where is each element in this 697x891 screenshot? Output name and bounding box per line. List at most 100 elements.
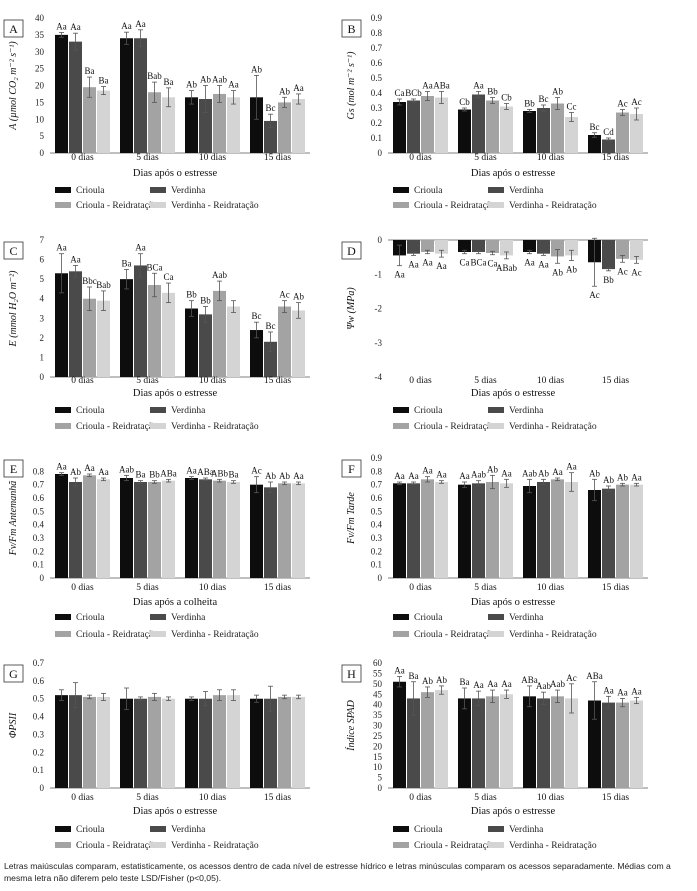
legend-label: Crioula - Reidratação [414, 630, 496, 640]
data-label: Aa [135, 19, 146, 29]
data-label: Bb [487, 87, 498, 97]
data-label: Bc [266, 321, 276, 331]
x-tick-label: 5 dias [136, 793, 159, 803]
bar [55, 695, 68, 788]
panel-letter-box [341, 664, 362, 683]
x-tick-label: 15 dias [602, 153, 629, 163]
data-label: Aab [212, 75, 227, 85]
panel-letter-box [341, 241, 362, 260]
y-tick-label: 0 [378, 235, 383, 245]
y-tick-label: 55 [373, 668, 383, 678]
data-label: Aa [603, 685, 614, 695]
legend-label: Crioula - Reidratação [76, 841, 158, 851]
x-tick-label: 10 dias [199, 583, 226, 593]
bar [435, 690, 448, 788]
y-tick-label: 0.2 [33, 747, 44, 757]
bar [199, 479, 212, 578]
x-axis-label: Dias após o estresse [133, 806, 218, 817]
legend-swatch [488, 614, 504, 620]
x-axis-label: Dias após o estresse [471, 597, 556, 608]
y-tick-label: 50 [373, 679, 383, 689]
bar [292, 696, 305, 788]
panel-letter: C [9, 244, 17, 258]
data-label: Ac [589, 290, 600, 300]
data-label: ABb [211, 468, 229, 478]
y-tick-label: 0.5 [33, 506, 45, 516]
legend-label: Verdinha [509, 406, 544, 416]
bar [565, 698, 578, 788]
bar [421, 240, 434, 252]
data-label: Aab [471, 470, 486, 480]
data-label: Ab [552, 267, 563, 277]
bar [500, 694, 513, 788]
data-label: Aa [121, 21, 132, 31]
y-tick-label: 35 [35, 30, 45, 40]
legend-swatch [150, 614, 166, 620]
x-tick-label: 15 dias [602, 793, 629, 803]
y-tick-label: 15 [35, 97, 45, 107]
bar [55, 273, 68, 377]
data-label: Ba [85, 66, 95, 76]
legend-swatch [488, 842, 504, 848]
legend-label: Verdinha - Reidratação [509, 841, 597, 851]
data-label: Aa [56, 462, 67, 472]
panel-F: F Fv/Fm Tarde 0 0.1 0.2 0.3 0.4 0.5 0.6 0.7 0.8 0.9… [341, 453, 648, 640]
bar [134, 482, 147, 578]
y-tick-label: 30 [373, 721, 383, 731]
bar [250, 330, 263, 377]
data-label: Ab [566, 265, 577, 275]
legend-label: Verdinha - Reidratação [171, 201, 259, 211]
bar [162, 292, 175, 377]
bar [630, 700, 643, 788]
data-label: Aa [98, 467, 109, 477]
data-label: Cb [501, 93, 512, 103]
legend-swatch [488, 826, 504, 832]
y-tick-label: 0 [40, 573, 45, 583]
y-tick-label: 40 [35, 13, 45, 23]
data-label: Ac [617, 266, 628, 276]
data-label: Bab [147, 71, 162, 81]
legend-swatch [393, 631, 409, 637]
bar [588, 135, 601, 153]
panel-E: E Fv/Fm Antemanhã 0 0.1 0.2 0.3 0.4 0.5 0.6 0.7 0.… [3, 459, 310, 640]
x-tick-label: 10 dias [537, 583, 564, 593]
bar [148, 696, 161, 788]
legend-swatch [55, 202, 71, 208]
panel-B: B Gs (mol m⁻² s⁻¹) 0 0.1 0.2 0.3 0.4 0.5 0.6 0.7 0… [341, 13, 648, 211]
bar [250, 97, 263, 153]
y-tick-label: 60 [373, 658, 383, 668]
x-tick-label: 5 dias [474, 376, 497, 386]
data-label: Ac [251, 466, 262, 476]
bar [421, 479, 434, 578]
y-tick-label: 0.3 [371, 533, 383, 543]
legend-label: Crioula - Reidratação [76, 201, 158, 211]
bar [407, 698, 420, 788]
y-tick-label: 0 [40, 783, 45, 793]
data-label: Ca [460, 258, 470, 268]
bar [97, 90, 110, 153]
data-label: Aa [631, 472, 642, 482]
legend-label: Crioula [76, 825, 105, 835]
bar [69, 271, 82, 377]
data-label: Aa [293, 83, 304, 93]
panel-letter-box [3, 241, 24, 260]
bar [407, 100, 420, 153]
data-label: Ba [136, 470, 146, 480]
y-tick-label: -4 [375, 372, 383, 382]
y-tick-label: 3 [40, 313, 45, 323]
data-label: Aa [56, 243, 67, 253]
bar [278, 696, 291, 788]
bar [523, 696, 536, 788]
bar [278, 306, 291, 377]
bar [421, 692, 434, 788]
y-tick-label: 10 [373, 762, 383, 772]
y-tick-label: 0.1 [33, 560, 44, 570]
x-tick-label: 10 dias [537, 376, 564, 386]
y-tick-label: -1 [375, 269, 383, 279]
data-label: Ab [186, 80, 197, 90]
bar [421, 96, 434, 153]
data-label: Aab [522, 468, 537, 478]
data-label: Ab [70, 467, 81, 477]
data-label: Ba [164, 77, 174, 87]
